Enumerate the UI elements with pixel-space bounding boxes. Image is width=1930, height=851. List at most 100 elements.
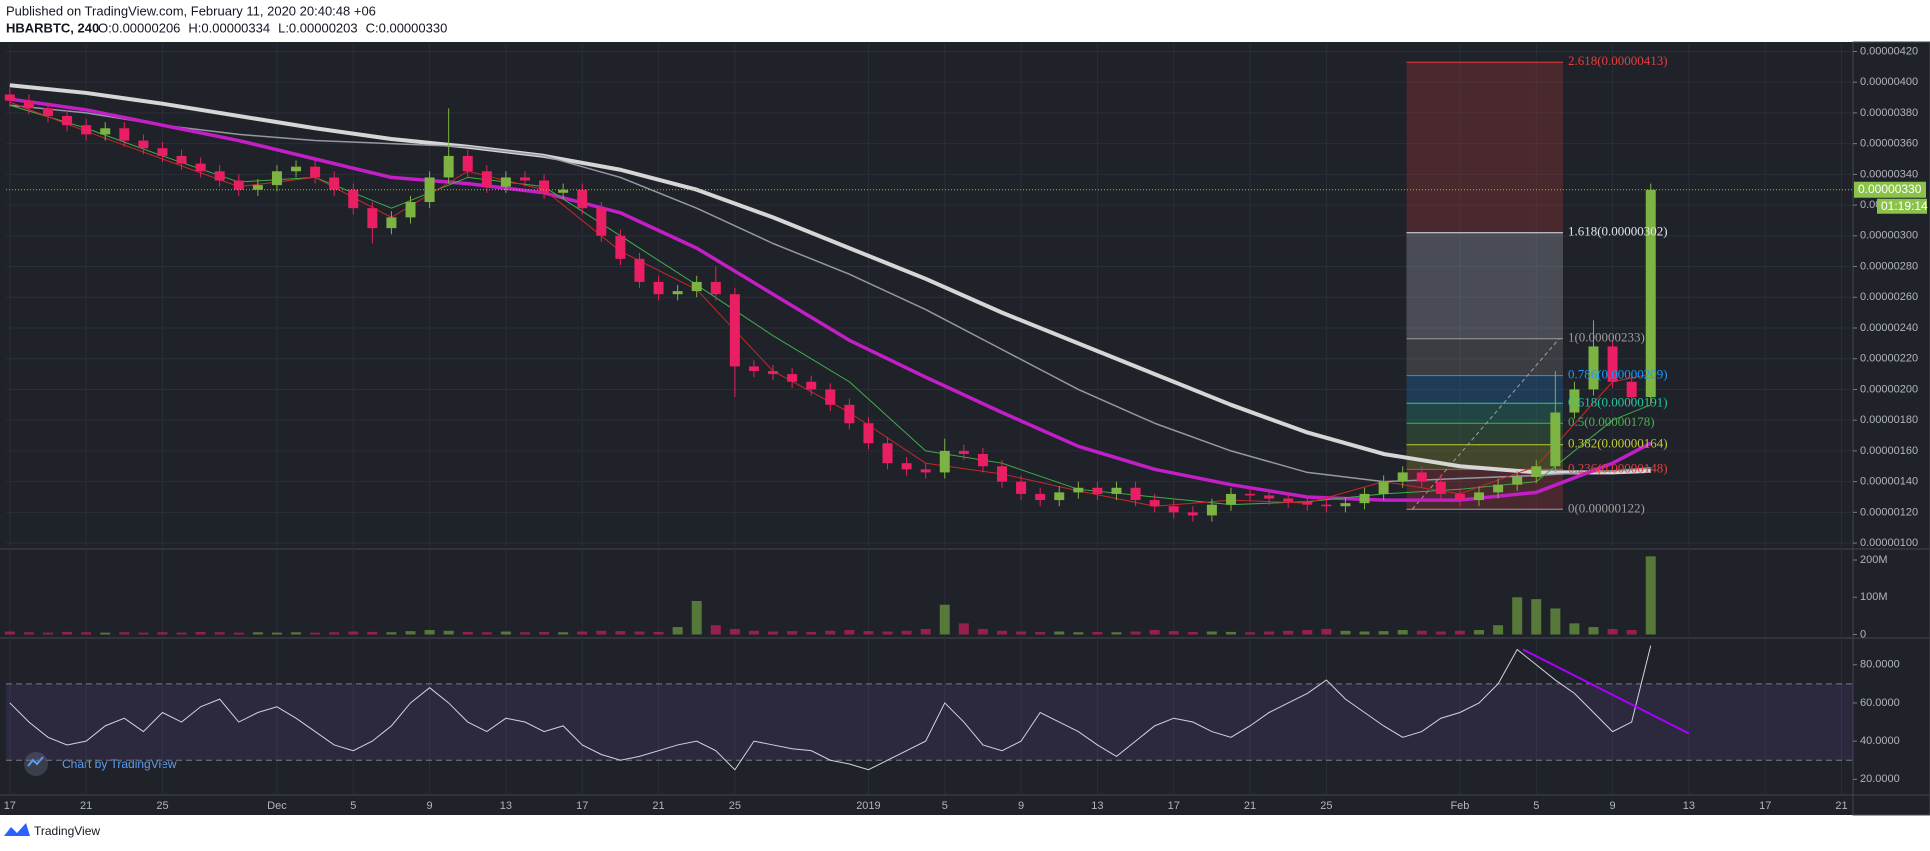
volume-bar (1225, 631, 1236, 635)
candle-body (672, 291, 683, 295)
volume-bar (100, 632, 111, 635)
candle-body (1340, 503, 1351, 507)
volume-bar (958, 623, 969, 635)
volume-bar (1168, 631, 1179, 635)
candle-body (615, 235, 626, 259)
fib-trend-line (1411, 338, 1560, 510)
volume-bar (1149, 630, 1160, 635)
candle-body (1016, 481, 1027, 494)
footer-text: TradingView (34, 824, 100, 838)
candle-body (100, 128, 111, 135)
volume-bar (81, 632, 92, 635)
volume-bar (1550, 608, 1561, 635)
candle-body (462, 155, 473, 172)
candle-body (1302, 501, 1313, 505)
y-tick-label: 0.00000400 (1860, 76, 1918, 88)
volume-bar (787, 631, 798, 635)
volume-bar (1264, 631, 1275, 635)
volume-bar (577, 631, 588, 635)
volume-bar (443, 630, 454, 635)
candle-body (4, 94, 15, 101)
plot-area (4, 43, 1853, 794)
ohlc-value: O:0.00000206 (98, 20, 180, 35)
x-tick-label: 17 (576, 800, 588, 812)
moving-average-line (9, 104, 1651, 483)
candle-body (901, 463, 912, 470)
fib-zone (1406, 403, 1563, 424)
candle-body (233, 180, 244, 190)
candle-body (1073, 487, 1084, 493)
candle-body (787, 374, 798, 382)
volume-bar (863, 631, 874, 635)
volume-bar (1588, 627, 1599, 635)
candle-body (729, 294, 740, 367)
candle-body (42, 108, 53, 116)
candle-body (997, 466, 1008, 482)
volume-bar (348, 631, 359, 635)
volume-bar (1245, 632, 1256, 635)
volume-bar (1187, 631, 1198, 635)
x-tick-label: 25 (1320, 800, 1332, 812)
volume-bar (653, 631, 664, 635)
x-tick-label: 9 (1610, 800, 1616, 812)
fib-level-label: 1.618(0.00000302) (1568, 224, 1668, 239)
fib-level-label: 2.618(0.00000413) (1568, 53, 1668, 68)
volume-bar (405, 631, 416, 635)
volume-bar (519, 632, 530, 635)
volume-bar (176, 632, 187, 635)
volume-bar (1092, 631, 1103, 635)
volume-bar (62, 631, 73, 635)
volume-bar (596, 630, 607, 635)
volume-tick-label: 200M (1860, 554, 1888, 566)
volume-bar (1111, 632, 1122, 635)
volume-bar (806, 631, 817, 635)
candle-body (882, 443, 893, 464)
candle-body (195, 163, 206, 172)
x-tick-label: 17 (1759, 800, 1771, 812)
y-tick-label: 0.00000420 (1860, 45, 1918, 57)
candle-body (519, 177, 530, 181)
y-tick-label: 0.00000220 (1860, 353, 1918, 365)
candle-body (1245, 493, 1256, 496)
volume-bar (1645, 556, 1656, 635)
y-tick-label: 0.00000100 (1860, 537, 1918, 549)
rsi-trendline (1522, 648, 1690, 735)
rsi-tick-label: 20.0000 (1860, 773, 1900, 785)
volume-bar (1340, 630, 1351, 635)
candle-body (500, 177, 511, 187)
candle-body (844, 404, 855, 424)
x-tick-label: 9 (1018, 800, 1024, 812)
y-tick-label: 0.00000260 (1860, 291, 1918, 303)
candle-body (1435, 481, 1446, 494)
candle-body (1168, 506, 1179, 513)
candle-body (348, 189, 359, 209)
volume-bar (558, 632, 569, 635)
candle-body (1206, 504, 1217, 516)
fib-zone (1406, 375, 1563, 404)
fib-zone (1406, 423, 1563, 445)
fib-zone (1406, 62, 1563, 233)
y-tick-label: 0.00000360 (1860, 138, 1918, 150)
volume-bar (310, 632, 321, 635)
candle-body (291, 166, 302, 172)
volume-bar (42, 632, 53, 635)
fib-zone (1406, 444, 1563, 470)
candle-body (634, 258, 645, 282)
rsi-band-fill (6, 683, 1853, 761)
candle-body (1359, 493, 1370, 504)
volume-bar (748, 630, 759, 635)
candle-body (1588, 346, 1599, 390)
y-tick-label: 0.00000300 (1860, 230, 1918, 242)
candle-body (1321, 504, 1332, 507)
volume-bar (233, 632, 244, 635)
candle-body (214, 171, 225, 181)
volume-bar (1359, 631, 1370, 635)
candle-body (119, 128, 130, 141)
volume-bar (271, 632, 282, 635)
candle-body (1645, 189, 1656, 398)
x-tick-label: 21 (1244, 800, 1256, 812)
y-tick-label: 0.00000240 (1860, 322, 1918, 334)
fib-level-label: 0.786(0.00000209) (1568, 367, 1668, 382)
countdown-label: 01:19:14 (1881, 199, 1928, 213)
